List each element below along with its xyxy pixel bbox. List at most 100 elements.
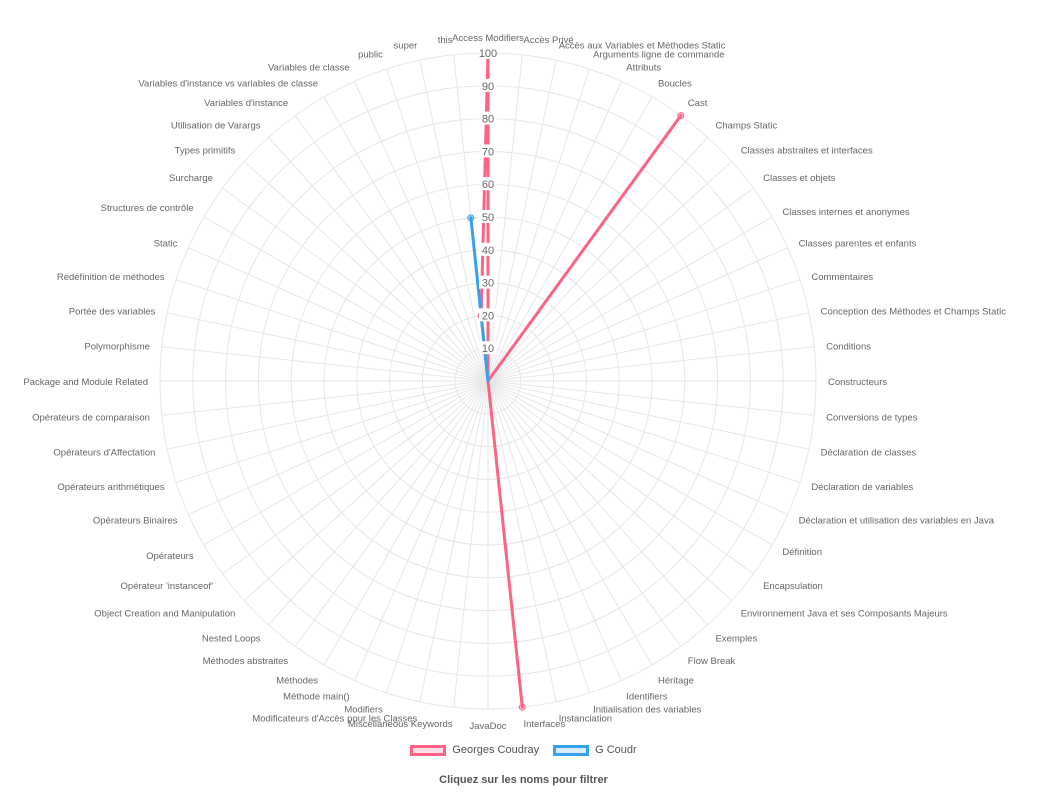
category-label-43: Opérateurs d'Affectation [53,448,155,459]
category-label-49: Static [154,239,178,250]
category-label-38: Object Creation and Manipulation [94,609,235,620]
category-label-35: Méthodes [276,675,318,686]
legend-item-series-1[interactable]: Georges Coudray [410,744,539,756]
tick-label-90: 90 [482,81,494,93]
series-line-1 [479,51,683,709]
category-label-10: Classes internes et anonymes [782,207,910,218]
spoke-16 [487,380,815,416]
legend-swatch-series-2 [553,744,590,756]
category-label-12: Commentaires [811,272,873,283]
spoke-35 [323,380,489,666]
category-label-27: Initialisation des variables [593,704,702,715]
category-label-2: Accès aux Variables et Méthodes Static [559,40,726,51]
series-1-point-6 [677,112,685,120]
category-label-19: Déclaration et utilisation des variables… [799,515,995,526]
spoke-52 [243,161,489,382]
category-label-0: Access Modifiers [452,33,524,44]
spoke-7 [487,136,708,382]
category-label-21: Encapsulation [763,581,823,592]
spoke-48 [175,279,489,382]
category-label-39: Opérateur 'instanceof' [121,581,214,592]
tick-label-40: 40 [482,245,494,257]
spoke-53 [268,136,489,382]
spoke-43 [167,380,489,450]
tick-label-100: 100 [479,48,497,60]
category-label-3: Arguments ligne de commande [593,50,725,61]
category-label-59: this [438,35,453,46]
category-label-18: Déclaration de variables [811,482,913,493]
spoke-58 [419,60,489,382]
tick-label-10: 10 [482,343,494,355]
category-label-30: JavaDoc [470,721,507,732]
spoke-18 [487,380,801,483]
category-label-14: Conditions [826,342,871,353]
tick-bg-10 [479,341,497,355]
tick-label-50: 50 [482,212,494,224]
category-label-17: Déclaration de classes [821,448,917,459]
spoke-12 [487,279,801,382]
spoke-28 [487,380,557,702]
series-2-point-59 [467,214,475,222]
tick-bg-100 [479,46,497,59]
tick-bg-30 [479,275,497,289]
spoke-37 [268,380,489,626]
category-label-20: Définition [782,547,822,558]
category-label-41: Opérateurs Binaires [93,515,178,526]
category-label-40: Opérateurs [146,551,194,562]
category-label-9: Classes et objets [763,173,836,184]
tick-label-70: 70 [482,146,494,158]
category-label-28: Instanciation [559,714,612,725]
spoke-50 [203,216,489,382]
spoke-19 [487,380,788,515]
legend: Georges Coudray G Coudr [0,738,1047,762]
spoke-54 [294,115,489,382]
category-label-45: Package and Module Related [23,377,148,388]
category-label-34: Méthode main() [283,692,350,703]
spoke-27 [487,380,590,694]
spoke-4 [487,81,622,382]
category-label-54: Variables d'instance [204,98,288,109]
spoke-25 [487,380,653,666]
spoke-2 [487,60,557,382]
series-1-point-29 [518,703,526,711]
tick-bg-80 [479,111,497,125]
spoke-9 [487,187,754,382]
spoke-8 [487,161,733,382]
category-label-13: Conception des Méthodes et Champs Static [821,306,1007,317]
category-label-37: Nested Loops [202,634,261,645]
legend-item-series-2[interactable]: G Coudr [553,744,637,756]
spoke-42 [175,380,489,483]
spoke-24 [487,380,682,647]
legend-label-series-1: Georges Coudray [452,744,540,756]
spoke-26 [487,380,622,681]
spoke-23 [487,380,708,626]
spoke-32 [419,380,489,702]
spoke-11 [487,247,788,382]
spoke-22 [487,380,733,601]
category-label-11: Classes parentes et enfants [799,239,917,250]
spoke-44 [161,380,489,416]
category-label-44: Opérateurs de comparaison [32,413,150,424]
spoke-46 [161,346,489,382]
spoke-10 [487,216,773,382]
series-line-2 [469,216,490,383]
category-label-56: Variables de classe [268,62,350,73]
spoke-34 [354,380,489,681]
category-label-55: Variables d'instance vs variables de cla… [138,79,318,90]
category-label-51: Surcharge [169,173,213,184]
category-label-7: Champs Static [716,120,778,131]
spoke-56 [354,81,489,382]
category-label-46: Polymorphisme [84,342,149,353]
tick-bg-60 [479,177,497,191]
category-label-26: Identifiers [626,692,667,703]
spoke-36 [294,380,489,647]
category-label-16: Conversions de types [826,413,918,424]
tick-bg-70 [479,144,497,158]
category-label-58: super [394,40,418,51]
category-label-36: Méthodes abstraites [203,656,289,667]
tick-label-60: 60 [482,179,494,191]
category-label-53: Utilisation de Varargs [171,120,261,131]
category-label-32: Modificateurs d'Accès pour les Classes [252,714,417,725]
category-label-25: Héritage [658,675,694,686]
